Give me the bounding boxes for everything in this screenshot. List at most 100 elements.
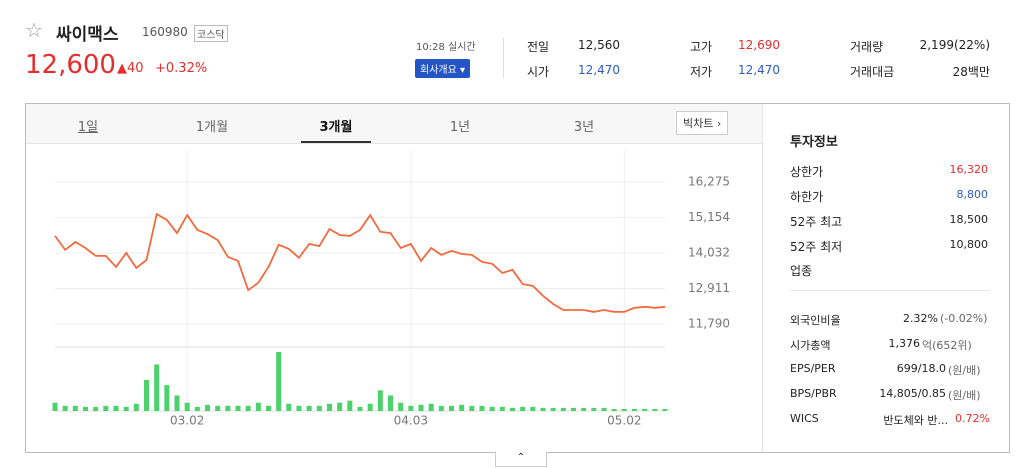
volume-bar (154, 364, 160, 411)
volume-bar (652, 408, 658, 411)
volume-bar (398, 402, 404, 411)
volume-bar (489, 406, 495, 411)
volume-bar (235, 405, 241, 411)
volume-bar (520, 406, 526, 411)
quote-value: 12,690 (738, 38, 780, 52)
quote-value: 28백만 (952, 65, 990, 79)
volume-bar (581, 407, 587, 411)
volume-bar (225, 405, 231, 411)
y-tick-label: 16,275 (688, 174, 730, 188)
y-tick-label: 15,154 (688, 210, 730, 224)
info-note: (-0.02%) (940, 312, 988, 325)
volume-bar (621, 408, 627, 411)
quote-label: 거래량 (850, 40, 884, 54)
chart-frame (25, 103, 1010, 453)
volume-bar (327, 403, 332, 411)
company-button[interactable]: 회사개요 ▾ (415, 59, 471, 78)
tab[interactable]: 3년 (573, 120, 595, 135)
quote-label: 저가 (690, 65, 713, 79)
volume-bar (428, 403, 434, 411)
tab[interactable]: 1개월 (195, 120, 229, 135)
star-icon[interactable]: ☆ (25, 18, 43, 42)
volume-bar (83, 406, 88, 411)
divider (762, 104, 763, 452)
info-label: 시가총액 (790, 339, 831, 352)
info-label: WICS (790, 412, 819, 425)
volume-bar (205, 404, 210, 411)
volume-bar (113, 405, 119, 411)
volume-bar (276, 352, 282, 411)
info-label: EPS/PER (790, 362, 836, 375)
y-tick-label: 12,911 (688, 281, 730, 295)
info-label: BPS/PBR (790, 387, 837, 400)
volume-bar (418, 404, 424, 411)
info-title: 투자정보 (790, 135, 838, 150)
change-value: 40 (127, 61, 144, 76)
quote-label: 전일 (527, 40, 550, 54)
x-tick-label: 03.02 (170, 414, 204, 428)
info-label: 52주 최고 (790, 215, 843, 229)
tab[interactable]: 1년 (449, 120, 471, 135)
big-chart-button[interactable]: 빅차트 › (676, 111, 729, 135)
volume-bar (266, 405, 271, 411)
volume-bar (479, 405, 485, 411)
info-label: 상한가 (790, 165, 824, 179)
volume-bar (357, 406, 363, 411)
volume-bar (560, 407, 566, 411)
divider (790, 290, 990, 291)
x-tick-label: 04.03 (394, 414, 428, 428)
volume-bar (52, 402, 58, 411)
volume-bar (377, 390, 383, 411)
volume-bar (530, 406, 536, 411)
info-note: (원/배) (948, 364, 981, 377)
volume-bar (438, 405, 444, 411)
market-badge: 코스닥 (194, 25, 228, 42)
quote-label: 고가 (690, 40, 713, 54)
volume-bar (662, 408, 668, 411)
info-value: 8,800 (956, 188, 989, 201)
info-label: 업종 (790, 264, 813, 278)
tab-bar (26, 104, 762, 144)
volume-bar (571, 407, 576, 411)
collapse-button[interactable]: ⌃ (495, 452, 547, 467)
volume-bar (337, 402, 343, 411)
tab[interactable]: 1일 (77, 120, 99, 135)
info-value: 14,805/0.85 (879, 387, 946, 400)
price: 12,600 (25, 50, 116, 80)
info-note: 0.72% (955, 412, 990, 425)
volume-bar (550, 407, 556, 411)
volume-bar (144, 379, 149, 411)
quote-value: 12,470 (578, 63, 620, 77)
y-tick-label: 11,790 (688, 316, 730, 330)
volume-bar (449, 405, 454, 411)
change-pct: +0.32% (155, 61, 208, 76)
info-value: 10,800 (949, 238, 989, 251)
volume-bar (601, 407, 607, 411)
volume-bar (459, 404, 465, 411)
volume-bar (367, 403, 373, 411)
volume-bar (296, 405, 302, 411)
tab[interactable]: 3개월 (301, 116, 371, 143)
volume-bar (499, 406, 505, 411)
info-note: (원/배) (948, 389, 981, 402)
company-button-label: 회사개요 (420, 65, 457, 76)
big-chart-label: 빅차트 (683, 117, 714, 130)
volume-bar (632, 408, 637, 411)
info-value: 18,500 (949, 213, 989, 226)
info-label: 52주 최저 (790, 240, 843, 254)
y-tick-label: 14,032 (688, 245, 730, 259)
info-value: 699/18.0 (896, 362, 946, 375)
volume-bar (164, 385, 170, 411)
volume-bar (174, 395, 180, 411)
volume-bar (347, 400, 353, 411)
volume-bar (255, 402, 261, 411)
info-value: 2.32% (903, 312, 938, 325)
divider (503, 38, 504, 78)
quote-value: 12,470 (738, 63, 780, 77)
volume-bar (408, 405, 414, 411)
info-label: 외국인비율 (790, 314, 841, 327)
price-line (54, 212, 666, 313)
volume-bar (591, 407, 597, 411)
